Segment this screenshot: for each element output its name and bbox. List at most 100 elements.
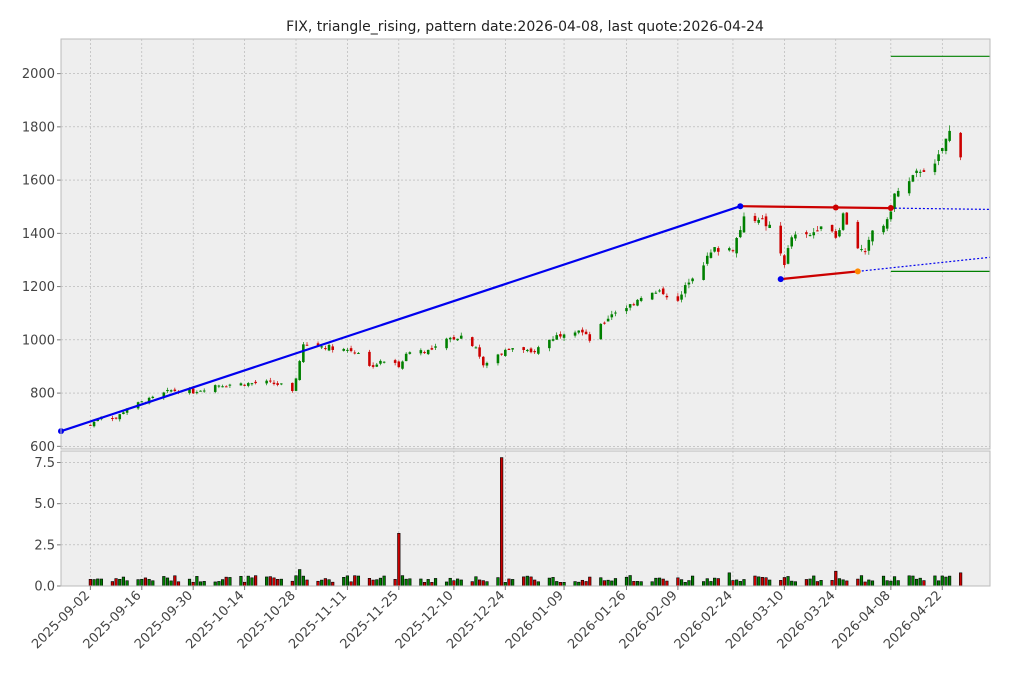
- candle-body: [246, 383, 250, 386]
- candle-body: [169, 390, 173, 392]
- candle-body: [812, 232, 816, 236]
- candle-body: [794, 234, 797, 239]
- candle-body: [577, 330, 581, 333]
- candle-body: [944, 138, 948, 151]
- volume-bar: [474, 576, 478, 587]
- volume-bar: [298, 569, 302, 587]
- candle-body: [500, 353, 503, 355]
- volume-bar: [143, 577, 148, 587]
- candle-body: [728, 248, 731, 251]
- volume-bar: [687, 580, 691, 587]
- upper-projection-line: [890, 207, 991, 210]
- candle-body: [393, 360, 397, 363]
- pattern-point: [737, 203, 744, 210]
- volume-bar: [327, 579, 331, 587]
- volume-bar: [433, 578, 438, 587]
- volume-bar: [580, 579, 585, 587]
- volume-bar: [224, 576, 228, 587]
- candle-body: [661, 288, 665, 295]
- volume-bar: [151, 580, 155, 587]
- candle-body: [948, 130, 951, 141]
- volume-bar: [459, 579, 463, 587]
- volume-tick-label: 7.5: [34, 456, 55, 471]
- volume-bar: [654, 577, 658, 587]
- volume-bar: [525, 575, 529, 587]
- candle-body: [382, 361, 386, 363]
- volume-bar: [779, 580, 783, 587]
- volume-bar: [635, 581, 640, 587]
- candle-body: [529, 348, 533, 353]
- candle-body: [397, 361, 401, 368]
- candle-body: [691, 278, 694, 282]
- volume-bar: [511, 579, 515, 587]
- volume-bar: [716, 578, 720, 587]
- volume-bar: [430, 582, 434, 587]
- volume-bar: [690, 575, 695, 587]
- volume-bar: [735, 579, 739, 587]
- candle-body: [481, 356, 485, 366]
- candle-body: [687, 282, 691, 285]
- volume-bar: [316, 580, 320, 587]
- candle-body: [276, 383, 279, 385]
- candle-body: [841, 213, 845, 230]
- candle-body: [911, 175, 915, 182]
- volume-bar: [573, 581, 577, 587]
- volume-bar: [650, 581, 654, 587]
- volume-bar: [118, 578, 122, 587]
- candle-body: [470, 337, 474, 347]
- volume-bar: [320, 579, 324, 587]
- candle-body: [228, 384, 232, 386]
- candle-body: [280, 383, 283, 385]
- candle-body: [478, 347, 481, 357]
- candle-body: [122, 412, 125, 415]
- candle-body: [474, 347, 478, 349]
- candle-body: [357, 352, 360, 354]
- volume-bar: [301, 575, 305, 587]
- volume-bar: [400, 575, 405, 587]
- volume-tick-label: 2.5: [34, 538, 55, 553]
- volume-bar: [959, 572, 963, 587]
- volume-bar: [99, 578, 103, 587]
- volume-bar: [713, 577, 717, 587]
- candle-body: [349, 348, 353, 352]
- volume-bar: [867, 579, 871, 587]
- volume-bar: [808, 578, 812, 587]
- volume-bar: [547, 577, 551, 587]
- candle-body: [448, 337, 452, 340]
- volume-bar: [455, 578, 460, 587]
- candle-body: [816, 230, 819, 232]
- candle-body: [761, 218, 764, 220]
- candle-body: [353, 352, 357, 354]
- candle-body: [863, 251, 867, 253]
- candle-body: [548, 339, 551, 349]
- volume-bar: [892, 576, 897, 587]
- volume-bar: [841, 579, 845, 587]
- volume-bar: [243, 581, 247, 587]
- volume-bar: [162, 576, 166, 587]
- candle-body: [940, 148, 944, 152]
- candle-body: [573, 332, 577, 336]
- candle-body: [856, 221, 860, 249]
- price-panel-frame: [60, 38, 991, 450]
- candle-body: [922, 170, 926, 172]
- volume-bar: [397, 533, 401, 587]
- candle-body: [636, 299, 639, 306]
- candle-body: [504, 349, 507, 356]
- volume-bar: [419, 578, 423, 587]
- candle-body: [118, 414, 122, 420]
- candle-body: [882, 225, 885, 233]
- candle-body: [896, 190, 900, 197]
- candle-body: [632, 304, 636, 306]
- candle-body: [346, 349, 349, 351]
- candle-body: [533, 351, 536, 353]
- volume-tick-label: 0.0: [34, 580, 55, 595]
- volume-bar: [793, 581, 797, 587]
- candle-body: [224, 386, 228, 388]
- volume-bar: [485, 581, 489, 587]
- candle-body: [867, 239, 871, 251]
- candle-body: [555, 335, 558, 340]
- candle-body: [562, 334, 566, 338]
- volume-bar: [165, 577, 170, 587]
- volume-bar: [191, 581, 195, 587]
- candle-body: [705, 255, 709, 264]
